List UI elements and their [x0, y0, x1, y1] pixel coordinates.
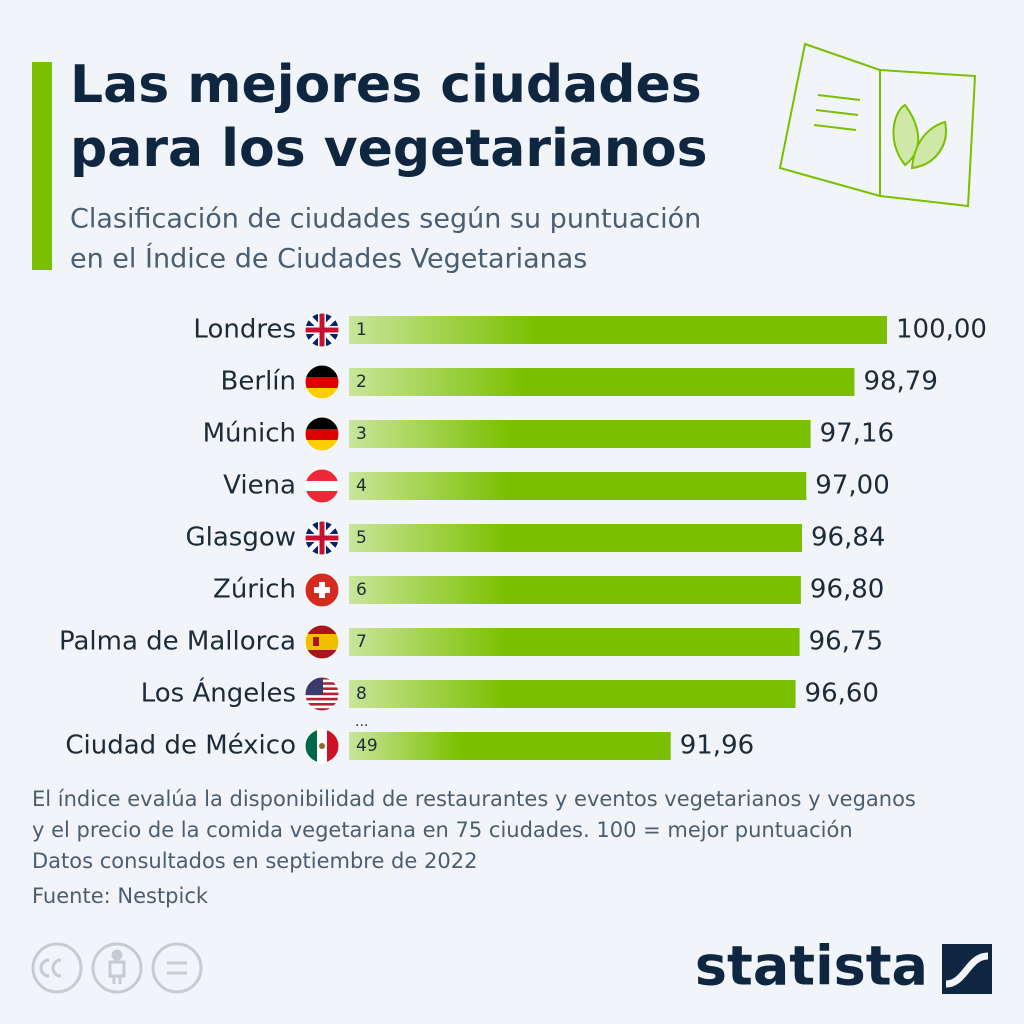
license-icons [31, 942, 203, 994]
flag-body [305, 365, 339, 399]
subtitle-line: Clasificación de ciudades según su puntu… [70, 204, 701, 235]
flag-ring [304, 312, 340, 348]
rank-label: 5 [356, 528, 367, 548]
flag-icon [304, 728, 340, 764]
bar [349, 576, 801, 604]
category-label: Viena [223, 471, 296, 501]
flag-icon [304, 572, 340, 608]
flag-ring [304, 624, 340, 660]
rank-label: 7 [356, 632, 367, 652]
flag-part [305, 440, 339, 451]
bar [349, 368, 855, 396]
brand-logo [942, 944, 992, 994]
value-label: 96,84 [811, 523, 885, 553]
title-line: Las mejores ciudades [70, 55, 702, 115]
flag-part [319, 582, 325, 598]
flag-part [319, 743, 325, 749]
flag-part [305, 365, 339, 377]
bar [349, 524, 802, 552]
flag-ring [304, 676, 340, 712]
flag-part [305, 377, 339, 388]
rank-label: 8 [356, 684, 367, 704]
rank-label: 1 [356, 320, 367, 340]
flag-part [305, 481, 339, 491]
flag-ring [304, 468, 340, 504]
category-label: Ciudad de México [65, 731, 296, 761]
value-label: 97,16 [820, 419, 894, 449]
flag-part [305, 697, 339, 701]
value-label: 96,80 [810, 575, 884, 605]
value-label: 91,96 [680, 731, 754, 761]
menu-icon [778, 42, 977, 208]
flag-part [305, 429, 339, 440]
flag-part [313, 637, 319, 646]
note-line: Datos consultados en septiembre de 2022 [32, 849, 477, 873]
flag-body [305, 313, 339, 347]
flag-icon [304, 624, 340, 660]
flag-body [305, 521, 339, 555]
rank-label: 49 [356, 736, 378, 756]
category-label: Londres [193, 315, 296, 345]
rank-label: 4 [356, 476, 367, 496]
flag-body [305, 573, 339, 607]
ellipsis: ... [355, 714, 368, 730]
flag-part [305, 729, 317, 763]
flag-part [305, 703, 339, 706]
note-line: El índice evalúa la disponibilidad de re… [32, 787, 916, 811]
flag-part [305, 708, 339, 711]
category-label: Palma de Mallorca [59, 627, 296, 657]
bar [349, 420, 811, 448]
source: Fuente: Nestpick [32, 884, 209, 908]
flag-body [305, 625, 339, 659]
flag-icon [304, 416, 340, 452]
note-line: y el precio de la comida vegetariana en … [32, 818, 853, 842]
brand: statista [695, 935, 928, 998]
accent-bar [32, 62, 52, 270]
bar [349, 628, 800, 656]
category-label: Glasgow [185, 523, 296, 553]
title-line: para los vegetarianos [70, 119, 708, 179]
flag-body [305, 729, 339, 763]
flag-icon [304, 520, 340, 556]
flag-part [305, 417, 339, 429]
bar [349, 680, 796, 708]
flag-part [319, 313, 325, 347]
bar [349, 732, 671, 760]
value-label: 98,79 [863, 367, 937, 397]
rank-label: 3 [356, 424, 367, 444]
flag-ring [304, 572, 340, 608]
flag-icon [304, 676, 340, 712]
value-label: 100,00 [896, 315, 987, 345]
bar [349, 316, 887, 344]
flag-ring [304, 364, 340, 400]
flag-part [305, 634, 339, 650]
subtitle-line: en el Índice de Ciudades Vegetarianas [70, 243, 587, 275]
value-label: 96,75 [809, 627, 883, 657]
category-label: Múnich [203, 419, 296, 449]
flag-icon [304, 468, 340, 504]
flag-ring [304, 520, 340, 556]
flag-ring [304, 416, 340, 452]
value-label: 97,00 [815, 471, 889, 501]
category-label: Berlín [221, 367, 296, 397]
bar [349, 472, 807, 500]
flag-part [319, 521, 325, 555]
flag-part [327, 729, 339, 763]
flag-body [305, 469, 339, 503]
category-label: Zúrich [213, 575, 296, 605]
value-label: 96,60 [805, 679, 879, 709]
flag-body [305, 677, 339, 711]
category-label: Los Ángeles [141, 677, 296, 709]
flag-icon [304, 364, 340, 400]
rank-label: 6 [356, 580, 367, 600]
flag-icon [304, 312, 340, 348]
flag-ring [304, 728, 340, 764]
rank-label: 2 [356, 372, 367, 392]
flag-body [305, 417, 339, 451]
flag-part [305, 388, 339, 399]
